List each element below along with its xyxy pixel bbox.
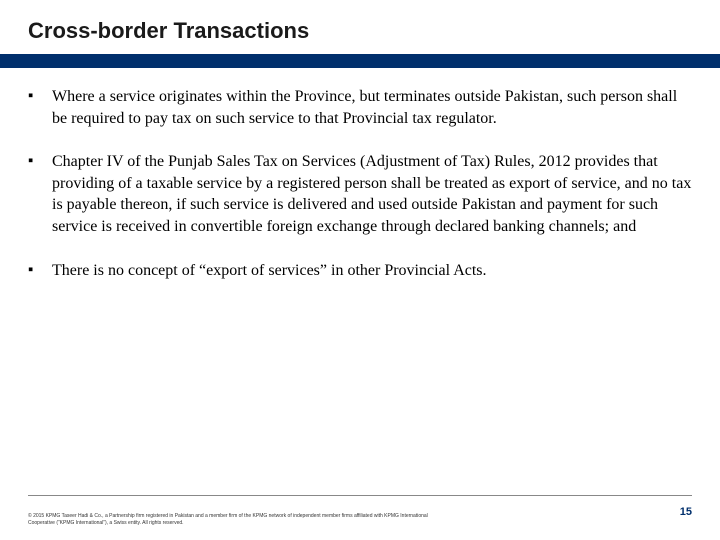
bullet-item: ▪ Where a service originates within the … — [28, 86, 692, 129]
footer-divider — [28, 495, 692, 496]
bullet-text: There is no concept of “export of servic… — [52, 260, 692, 282]
bullet-text: Chapter IV of the Punjab Sales Tax on Se… — [52, 151, 692, 237]
bullet-list: ▪ Where a service originates within the … — [28, 86, 692, 303]
bullet-item: ▪ Chapter IV of the Punjab Sales Tax on … — [28, 151, 692, 237]
bullet-marker-icon: ▪ — [28, 260, 52, 282]
page-number: 15 — [680, 506, 692, 518]
bullet-item: ▪ There is no concept of “export of serv… — [28, 260, 692, 282]
slide: Cross-border Transactions ▪ Where a serv… — [0, 0, 720, 540]
copyright-text: © 2015 KPMG Taseer Hadi & Co., a Partner… — [28, 513, 448, 526]
bullet-marker-icon: ▪ — [28, 86, 52, 129]
bullet-marker-icon: ▪ — [28, 151, 52, 237]
bullet-text: Where a service originates within the Pr… — [52, 86, 692, 129]
slide-title: Cross-border Transactions — [28, 18, 309, 44]
title-underline-bar — [0, 54, 720, 68]
